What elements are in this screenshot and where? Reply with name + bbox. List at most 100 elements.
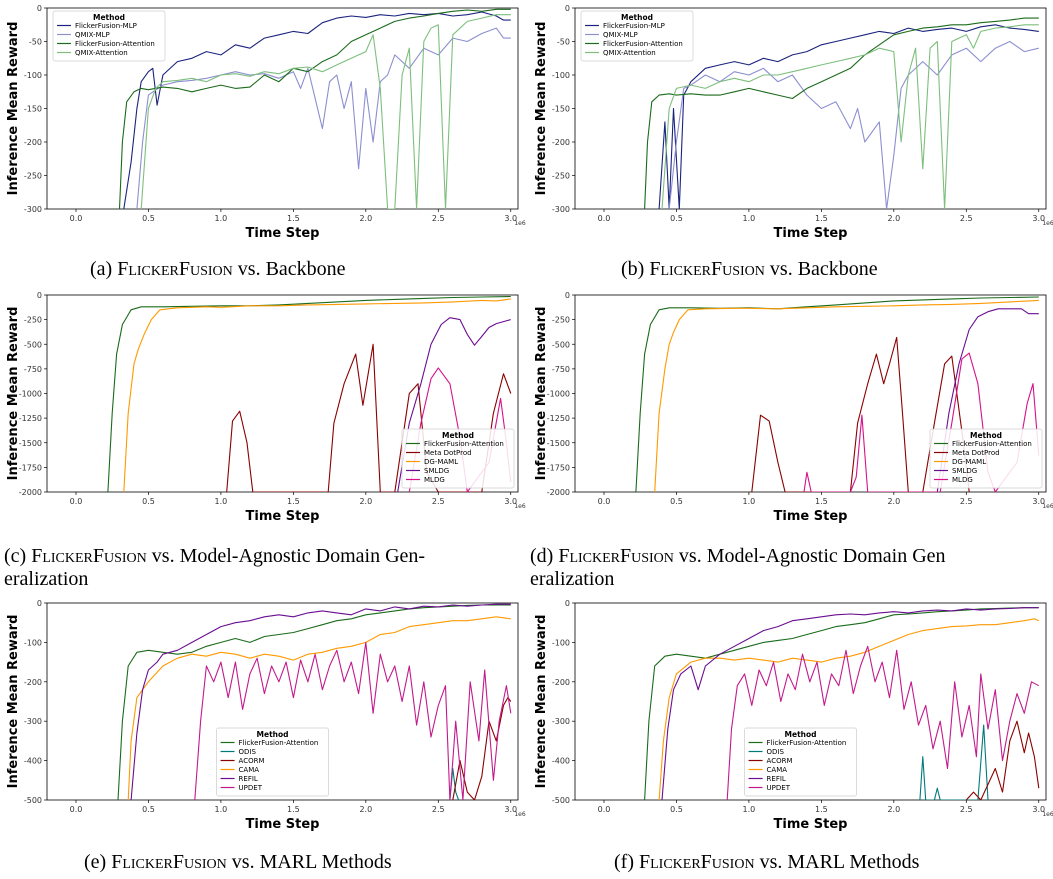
y-tick-label: 0: [565, 291, 570, 300]
y-tick-label: -300: [552, 717, 570, 726]
caption-a-rest: vs. Backbone: [232, 258, 346, 280]
caption-f-label: (f): [614, 851, 639, 873]
series-line: [644, 607, 1039, 800]
series-line: [661, 24, 1039, 209]
y-tick-label: -200: [552, 678, 570, 687]
y-axis-label: Inference Mean Reward: [534, 22, 549, 196]
legend-box: [929, 428, 1043, 489]
x-tick-label: 3.0: [504, 805, 517, 814]
x-tick-label: 3.0: [1032, 805, 1045, 814]
x-tick-label: 3.0: [1032, 497, 1045, 506]
x-tick-label: 2.0: [887, 214, 900, 223]
legend-entry: QMIX-Attention: [603, 49, 656, 57]
x-axis-label: Time Step: [774, 226, 848, 241]
legend-entry: UPDET: [239, 784, 263, 792]
caption-f: (f) FlickerFusion vs. MARL Methods: [614, 851, 919, 874]
legend-box: [401, 428, 515, 489]
legend-title: Method: [785, 730, 817, 739]
x-tick-label: 1.0: [215, 497, 228, 506]
caption-b-label: (b): [621, 258, 650, 280]
x-axis-label: Time Step: [246, 817, 320, 832]
legend-title: Method: [621, 13, 653, 22]
y-tick-label: -200: [24, 138, 42, 147]
legend-title: Method: [257, 730, 289, 739]
x-tick-label: 1.0: [743, 214, 756, 223]
x-tick-label: 1.5: [815, 214, 828, 223]
legend-entry: Meta DotProd: [952, 449, 1000, 457]
legend-entry: ACORM: [239, 757, 265, 765]
y-tick-label: 0: [565, 599, 570, 608]
x-tick-label: 0.5: [142, 214, 155, 223]
legend-entry: QMIX-MLP: [75, 31, 110, 39]
series-line: [726, 645, 1040, 800]
caption-e-name: FlickerFusion: [111, 851, 227, 873]
series-line: [919, 724, 989, 800]
x-tick-label: 1.0: [215, 805, 228, 814]
legend-entry: ACORM: [767, 757, 793, 765]
y-axis-label: Inference Mean Reward: [534, 307, 549, 481]
chart-panel-c: 0.0 0.5 1.0 1.5 2.0 2.5 3.0 1e6 0 -250 -500 -750 -10…: [0, 287, 526, 524]
x-tick-label: 2.0: [359, 805, 372, 814]
y-tick-label: -400: [552, 757, 570, 766]
caption-c-rest: vs. Model-Agnostic Domain Gen-: [146, 545, 426, 567]
y-tick-label: -100: [24, 71, 42, 80]
y-tick-label: -200: [24, 678, 42, 687]
series-line: [127, 616, 511, 800]
y-tick-label: -1500: [547, 439, 570, 448]
caption-c-label: (c): [4, 545, 32, 567]
x-tick-label: 3.0: [504, 214, 517, 223]
y-tick-label: 0: [37, 4, 42, 13]
chart-panel-d: 0.0 0.5 1.0 1.5 2.0 2.5 3.0 1e6 0 -250 -500 -750 -10…: [528, 287, 1053, 524]
legend-entry: FlickerFusion-MLP: [75, 22, 137, 30]
y-tick-label: -400: [24, 757, 42, 766]
y-tick-label: -500: [24, 796, 42, 805]
legend: MethodFlickerFusion-AttentionODISACORMCA…: [216, 727, 329, 797]
legend-entry: MLDG: [424, 476, 445, 484]
y-tick-label: -750: [24, 365, 42, 374]
legend-entry: FlickerFusion-MLP: [603, 22, 665, 30]
y-tick-label: -2000: [547, 488, 570, 497]
caption-b-name: FlickerFusion: [649, 258, 765, 280]
caption-e-rest: vs. MARL Methods: [226, 851, 392, 873]
caption-e: (e) FlickerFusion vs. MARL Methods: [84, 851, 392, 874]
series-line: [140, 14, 511, 209]
x-tick-label: 2.0: [887, 805, 900, 814]
y-axis-label: Inference Mean Reward: [534, 615, 549, 789]
caption-c: (c) FlickerFusion vs. Model-Agnostic Dom…: [4, 545, 529, 591]
x-tick-label: 0.5: [142, 497, 155, 506]
x-multiplier: 1e6: [1042, 811, 1053, 818]
legend-box: [580, 10, 694, 62]
x-multiplier: 1e6: [514, 220, 526, 227]
chart-panel-b: 0.0 0.5 1.0 1.5 2.0 2.5 3.0 1e6 0 -50 -100 -150 -200…: [528, 0, 1053, 241]
x-tick-label: 2.0: [359, 497, 372, 506]
x-tick-label: 1.0: [743, 497, 756, 506]
x-tick-label: 1.5: [815, 805, 828, 814]
legend-box: [744, 727, 857, 797]
y-tick-label: 0: [37, 291, 42, 300]
x-multiplier: 1e6: [514, 503, 526, 510]
x-tick-label: 2.5: [960, 214, 973, 223]
x-tick-label: 2.5: [432, 805, 445, 814]
y-tick-label: -1750: [547, 463, 570, 472]
legend-entry: DG-MAML: [952, 458, 986, 466]
x-tick-label: 1.5: [815, 497, 828, 506]
y-tick-label: 0: [37, 599, 42, 608]
legend-entry: QMIX-MLP: [603, 31, 638, 39]
y-tick-label: -1000: [547, 390, 570, 399]
legend-entry: REFIL: [239, 775, 258, 783]
y-tick-label: -50: [29, 38, 42, 47]
caption-a: (a) FlickerFusion vs. Backbone: [90, 258, 346, 281]
y-tick-label: -50: [557, 38, 570, 47]
legend-box: [52, 10, 166, 62]
legend-title: Method: [442, 431, 474, 440]
y-axis-label: Inference Mean Reward: [6, 615, 21, 789]
legend-box: [216, 727, 329, 797]
legend: MethodFlickerFusion-AttentionODISACORMCA…: [744, 727, 857, 797]
x-tick-label: 0.5: [670, 805, 683, 814]
y-tick-label: -250: [24, 172, 42, 181]
y-tick-label: -2000: [19, 488, 42, 497]
